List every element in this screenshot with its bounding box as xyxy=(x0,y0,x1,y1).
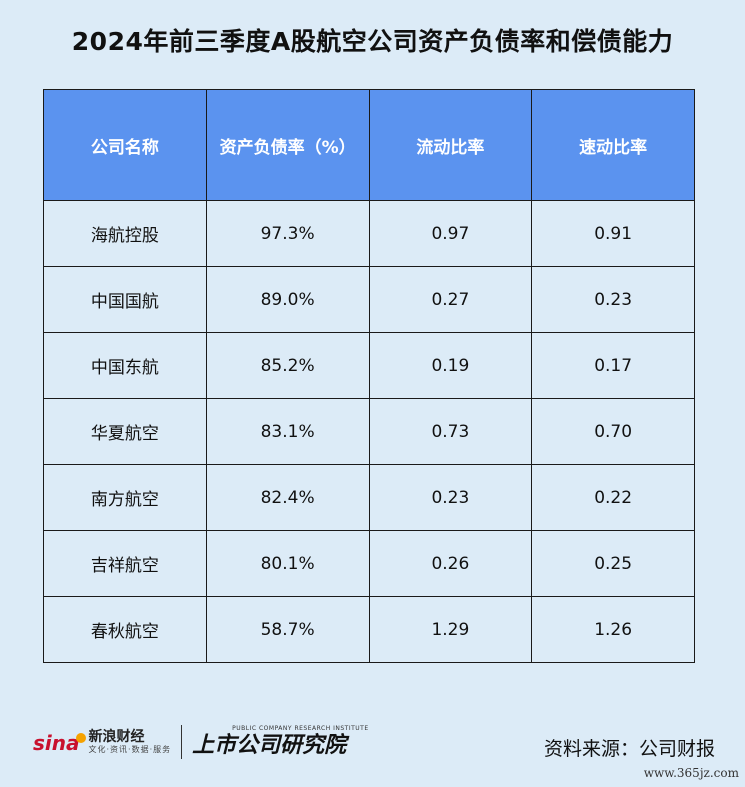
table-row: 南方航空 82.4% 0.23 0.22 xyxy=(43,464,695,531)
header-company: 公司名称 xyxy=(43,89,207,201)
cell-current-ratio: 0.73 xyxy=(368,398,533,465)
table-row: 中国国航 89.0% 0.27 0.23 xyxy=(43,266,695,333)
cell-current-ratio: 0.26 xyxy=(368,530,533,597)
research-institute-logo: PUBLIC COMPANY RESEARCH INSTITUTE 上市公司研究… xyxy=(192,725,368,759)
cell-company: 南方航空 xyxy=(43,464,207,531)
table-row: 吉祥航空 80.1% 0.26 0.25 xyxy=(43,530,695,597)
sina-eye-icon xyxy=(75,733,86,743)
cell-company: 吉祥航空 xyxy=(43,530,207,597)
cell-current-ratio: 0.97 xyxy=(368,200,533,267)
cell-quick-ratio: 0.22 xyxy=(531,464,695,531)
table-row: 春秋航空 58.7% 1.29 1.26 xyxy=(43,596,695,663)
watermark: www.365jz.com xyxy=(643,766,739,780)
header-debt-ratio: 资产负债率（%） xyxy=(205,89,370,201)
cell-current-ratio: 1.29 xyxy=(368,596,533,663)
cell-company: 华夏航空 xyxy=(43,398,207,465)
table-header-row: 公司名称 资产负债率（%） 流动比率 速动比率 xyxy=(43,89,695,201)
header-quick-ratio: 速动比率 xyxy=(531,89,695,201)
cell-company: 中国国航 xyxy=(43,266,207,333)
research-institute-en: PUBLIC COMPANY RESEARCH INSTITUTE xyxy=(232,725,369,732)
cell-quick-ratio: 0.91 xyxy=(531,200,695,267)
cell-debt-ratio: 80.1% xyxy=(205,530,370,597)
cell-quick-ratio: 0.25 xyxy=(531,530,695,597)
cell-quick-ratio: 0.70 xyxy=(531,398,695,465)
cell-quick-ratio: 0.23 xyxy=(531,266,695,333)
footer-logos: sina 新浪财经 文化·资讯·数据·服务 PUBLIC COMPANY RES… xyxy=(33,722,369,762)
sina-wordmark: sina xyxy=(33,731,80,755)
cell-debt-ratio: 83.1% xyxy=(205,398,370,465)
table-row: 海航控股 97.3% 0.97 0.91 xyxy=(43,200,695,267)
cell-company: 海航控股 xyxy=(43,200,207,267)
data-table: 公司名称 资产负债率（%） 流动比率 速动比率 海航控股 97.3% 0.97 … xyxy=(43,89,695,663)
logo-divider xyxy=(181,725,183,759)
cell-current-ratio: 0.19 xyxy=(368,332,533,399)
cell-debt-ratio: 82.4% xyxy=(205,464,370,531)
cell-debt-ratio: 85.2% xyxy=(205,332,370,399)
cell-company: 中国东航 xyxy=(43,332,207,399)
data-source: 资料来源：公司财报 xyxy=(543,738,715,760)
sina-finance-name: 新浪财经 xyxy=(88,729,145,745)
table-row: 华夏航空 83.1% 0.73 0.70 xyxy=(43,398,695,465)
header-current-ratio: 流动比率 xyxy=(368,89,533,201)
sina-finance-tagline: 文化·资讯·数据·服务 xyxy=(88,745,172,754)
cell-current-ratio: 0.23 xyxy=(368,464,533,531)
chart-title: 2024年前三季度A股航空公司资产负债率和偿债能力 xyxy=(71,27,674,56)
cell-company: 春秋航空 xyxy=(43,596,207,663)
cell-quick-ratio: 1.26 xyxy=(531,596,695,663)
cell-current-ratio: 0.27 xyxy=(368,266,533,333)
cell-debt-ratio: 89.0% xyxy=(205,266,370,333)
cell-debt-ratio: 58.7% xyxy=(205,596,370,663)
research-institute-cn: 上市公司研究院 xyxy=(192,733,347,758)
cell-debt-ratio: 97.3% xyxy=(205,200,370,267)
sina-finance-logo: sina 新浪财经 文化·资讯·数据·服务 xyxy=(33,729,171,755)
cell-quick-ratio: 0.17 xyxy=(531,332,695,399)
table-row: 中国东航 85.2% 0.19 0.17 xyxy=(43,332,695,399)
